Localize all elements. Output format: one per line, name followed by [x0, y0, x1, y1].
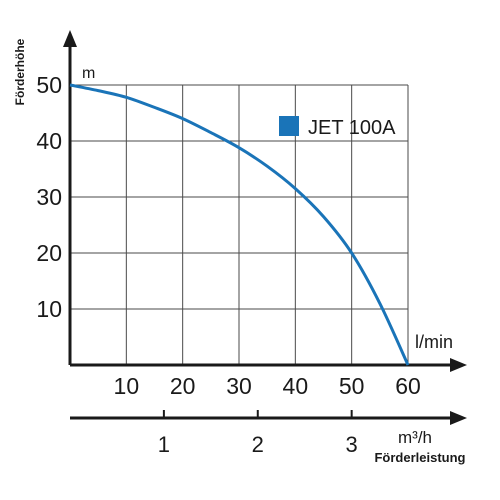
y-unit-label: m [82, 65, 95, 82]
legend-label: JET 100A [308, 117, 396, 139]
series-line-jet-100a [69, 83, 410, 366]
secondary-x-tick-label: 2 [252, 432, 264, 457]
axes [63, 30, 467, 425]
y-tick-label: 10 [36, 296, 62, 322]
y-tick-label: 50 [36, 72, 62, 98]
y-axis-title: Förderhöhe [13, 38, 27, 105]
y-tick-label: 30 [36, 184, 62, 210]
y-axis-arrow [63, 30, 77, 47]
x-tick-label: 20 [170, 373, 196, 399]
secondary-x-tick-label: 1 [158, 432, 170, 457]
x-unit-label: l/min [415, 332, 453, 352]
x-tick-label: 30 [226, 373, 252, 399]
x-tick-label: 10 [114, 373, 140, 399]
secondary-x-tick-label: 3 [346, 432, 358, 457]
x-axis-arrow [450, 358, 467, 372]
secondary-x-axis-title: Förderleistung [374, 450, 465, 465]
series-layer [69, 83, 410, 366]
y-tick-label: 40 [36, 128, 62, 154]
secondary-x-axis-arrow [450, 411, 467, 425]
secondary-x-unit-label: m³/h [398, 428, 432, 447]
x-tick-label: 40 [283, 373, 309, 399]
legend: JET 100A [279, 116, 396, 139]
x-tick-label: 50 [339, 373, 365, 399]
y-tick-label: 20 [36, 240, 62, 266]
tick-labels: 1 2 3 10 20 30 40 50 60 10 20 30 40 50 [36, 72, 420, 457]
grid [70, 84, 409, 365]
legend-swatch [279, 116, 299, 136]
axis-labels: m l/min m³/h Förderleistung Förderhöhe [13, 38, 466, 465]
x-tick-label: 60 [395, 373, 421, 399]
